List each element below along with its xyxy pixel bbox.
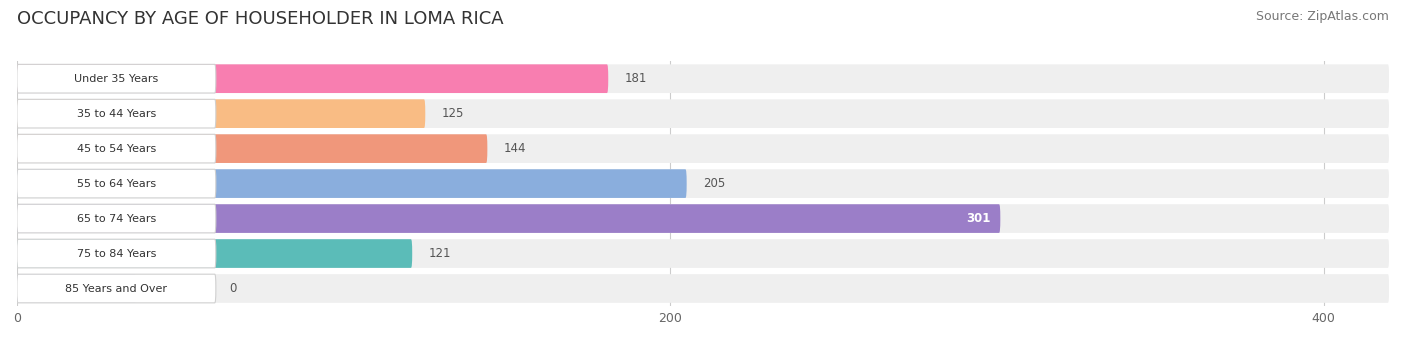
FancyBboxPatch shape <box>17 99 1389 128</box>
FancyBboxPatch shape <box>17 64 609 93</box>
Text: 45 to 54 Years: 45 to 54 Years <box>77 143 156 154</box>
Text: 85 Years and Over: 85 Years and Over <box>65 284 167 293</box>
FancyBboxPatch shape <box>17 64 1389 93</box>
Text: 205: 205 <box>703 177 725 190</box>
Text: 144: 144 <box>503 142 526 155</box>
FancyBboxPatch shape <box>17 134 1389 163</box>
FancyBboxPatch shape <box>17 204 1000 233</box>
FancyBboxPatch shape <box>17 99 425 128</box>
FancyBboxPatch shape <box>17 274 1389 303</box>
FancyBboxPatch shape <box>17 204 217 233</box>
FancyBboxPatch shape <box>17 169 686 198</box>
FancyBboxPatch shape <box>17 239 1389 268</box>
Text: 35 to 44 Years: 35 to 44 Years <box>77 109 156 119</box>
FancyBboxPatch shape <box>17 274 136 303</box>
FancyBboxPatch shape <box>17 239 412 268</box>
Text: 65 to 74 Years: 65 to 74 Years <box>77 214 156 224</box>
Text: 0: 0 <box>229 282 236 295</box>
Text: 121: 121 <box>429 247 451 260</box>
Text: 301: 301 <box>966 212 990 225</box>
FancyBboxPatch shape <box>17 134 217 163</box>
FancyBboxPatch shape <box>17 64 217 93</box>
Text: OCCUPANCY BY AGE OF HOUSEHOLDER IN LOMA RICA: OCCUPANCY BY AGE OF HOUSEHOLDER IN LOMA … <box>17 10 503 28</box>
Text: 181: 181 <box>624 72 647 85</box>
FancyBboxPatch shape <box>17 274 217 303</box>
Text: 125: 125 <box>441 107 464 120</box>
Text: 75 to 84 Years: 75 to 84 Years <box>77 249 156 258</box>
FancyBboxPatch shape <box>17 134 488 163</box>
FancyBboxPatch shape <box>17 204 1389 233</box>
FancyBboxPatch shape <box>17 239 217 268</box>
Text: Source: ZipAtlas.com: Source: ZipAtlas.com <box>1256 10 1389 23</box>
FancyBboxPatch shape <box>17 169 1389 198</box>
FancyBboxPatch shape <box>17 169 217 198</box>
Text: 55 to 64 Years: 55 to 64 Years <box>77 178 156 189</box>
Text: Under 35 Years: Under 35 Years <box>75 74 159 84</box>
FancyBboxPatch shape <box>17 99 217 128</box>
